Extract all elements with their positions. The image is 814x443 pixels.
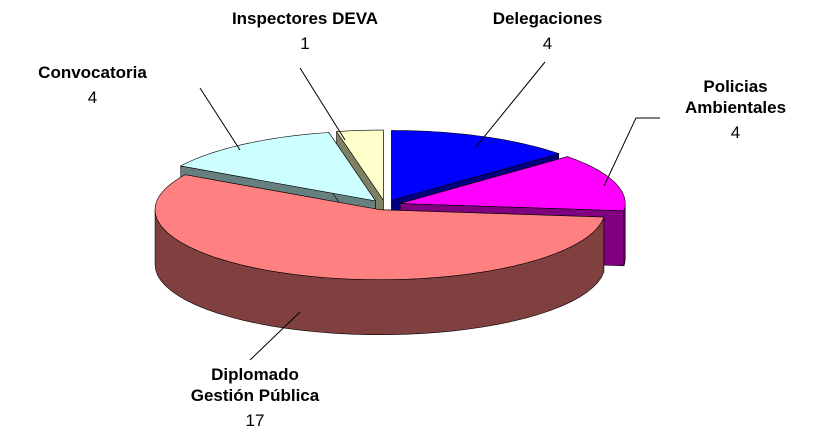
label: Inspectores DEVA 1 [215,8,395,54]
leader-line [603,117,660,187]
label: Diplomado Gestión Pública 17 [180,364,330,431]
value-label: 4 [87,88,98,107]
leader-line [199,87,241,151]
slices [154,129,626,336]
leader-line [249,311,301,361]
label: Policias Ambientales 4 [673,76,798,143]
label: Convocatoria 4 [20,62,165,108]
slice-top [154,174,605,281]
value-label: 4 [730,123,741,142]
category-label: Convocatoria [38,63,147,82]
value-label: 4 [542,34,553,53]
slice-top [179,132,377,202]
category-label: Inspectores DEVA [231,9,379,28]
leader-line [474,61,546,149]
slice-top [391,130,560,201]
value-label: 1 [300,34,310,53]
pie-slice [154,174,605,336]
category-label: Diplomado Gestión Pública [190,365,320,405]
leader-line [299,67,346,141]
category-label: Delegaciones [492,9,603,28]
label: Delegaciones 4 [485,8,610,54]
slice-top [400,156,626,212]
value-label: 17 [245,411,265,430]
slice-wall [623,203,626,266]
category-label: Policias Ambientales [684,77,787,117]
